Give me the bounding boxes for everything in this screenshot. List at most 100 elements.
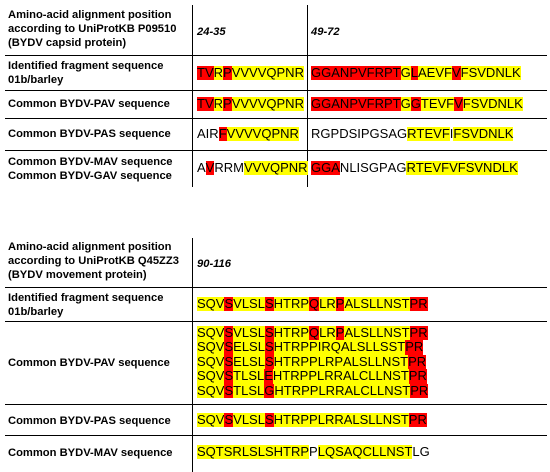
residue: T <box>397 339 406 355</box>
residue: L <box>241 353 250 370</box>
residue: Q <box>330 339 341 355</box>
residue: S <box>461 126 471 142</box>
t1-divider-1 <box>5 55 547 56</box>
residue: L <box>506 96 515 112</box>
residue: E <box>424 126 434 142</box>
residue: V <box>215 325 225 341</box>
residue: S <box>393 382 403 398</box>
residue: F <box>453 126 462 142</box>
residue: S <box>224 325 234 341</box>
residue: L <box>241 368 249 384</box>
residue: S <box>249 339 258 355</box>
t1-divider-3 <box>5 118 547 119</box>
residue: K <box>509 160 518 176</box>
residue: V <box>357 65 367 81</box>
residue: L <box>241 325 250 341</box>
residue: L <box>241 296 250 312</box>
residue: R <box>417 368 427 384</box>
residue: S <box>197 444 206 460</box>
residue: N <box>382 412 393 428</box>
residue: N <box>280 126 290 142</box>
t1-divider-4 <box>5 150 547 151</box>
residue: T <box>282 368 291 384</box>
residue: V <box>235 126 244 142</box>
residue: R <box>418 325 428 341</box>
residue: L <box>319 325 327 341</box>
t1-divider-2 <box>5 90 547 91</box>
residue: T <box>400 368 409 384</box>
residue: H <box>274 382 284 398</box>
residue: E <box>264 368 273 384</box>
residue: T <box>400 412 409 428</box>
residue: I <box>317 339 322 355</box>
residue: I <box>356 160 361 175</box>
t2-header-label: Amino-acid alignment position according … <box>8 241 179 281</box>
residue: G <box>410 96 421 112</box>
residue: P <box>300 339 310 355</box>
t2-row-label-pav: Common BYDV-PAV sequence <box>8 357 170 369</box>
residue: T <box>401 296 410 312</box>
residue: T <box>283 296 291 312</box>
residue: S <box>470 96 480 112</box>
residue: D <box>485 65 496 81</box>
residue: L <box>376 325 384 341</box>
residue: S <box>264 412 274 428</box>
residue: T <box>197 65 205 81</box>
residue: R <box>289 126 299 142</box>
residue: L <box>257 412 265 428</box>
residue: V <box>357 96 367 112</box>
residue: R <box>291 382 302 398</box>
residue: V <box>226 126 236 142</box>
residue: A <box>197 126 206 141</box>
residue: V <box>233 412 242 428</box>
residue: P <box>330 126 340 141</box>
residue: L <box>353 296 361 312</box>
residue: P <box>309 353 318 370</box>
residue: P <box>378 160 388 175</box>
residue: T <box>283 444 291 460</box>
residue: I <box>205 126 210 141</box>
residue: V <box>474 160 484 176</box>
residue: S <box>348 126 358 141</box>
residue: S <box>249 412 258 428</box>
residue: S <box>360 296 370 312</box>
residue: C <box>360 382 370 398</box>
residue: L <box>369 325 377 341</box>
residue: L <box>241 444 250 460</box>
residue: R <box>334 412 344 428</box>
residue: H <box>273 325 284 341</box>
t1-seq-identified-b: GGANPVFRPTGLAEVFVFSVDNLK <box>311 65 521 81</box>
residue: R <box>294 65 304 81</box>
residue: L <box>497 126 505 142</box>
residue: D <box>488 96 498 112</box>
residue: N <box>383 325 393 341</box>
residue: T <box>233 382 242 398</box>
residue: P <box>299 368 309 384</box>
residue: T <box>283 412 291 428</box>
residue: F <box>462 96 471 112</box>
residue: S <box>359 412 369 428</box>
residue: P <box>335 325 345 341</box>
residue: L <box>257 353 265 370</box>
residue: T <box>283 353 291 370</box>
residue: S <box>197 339 206 355</box>
residue: T <box>233 368 242 384</box>
residue: A <box>343 353 352 370</box>
residue: P <box>276 65 286 81</box>
residue: S <box>360 160 369 175</box>
residue: E <box>428 96 438 112</box>
residue: V <box>257 65 267 81</box>
residue: A <box>343 444 353 460</box>
residue: S <box>379 339 389 355</box>
residue: R <box>290 353 301 370</box>
residue: P <box>334 353 343 370</box>
residue: T <box>392 96 401 112</box>
residue: K <box>514 96 523 112</box>
residue: P <box>408 412 418 428</box>
residue: T <box>283 325 291 341</box>
residue: L <box>317 444 325 460</box>
residue: N <box>483 160 493 176</box>
residue: S <box>224 353 234 370</box>
t2-divider-1 <box>5 287 547 288</box>
residue: A <box>417 65 427 81</box>
